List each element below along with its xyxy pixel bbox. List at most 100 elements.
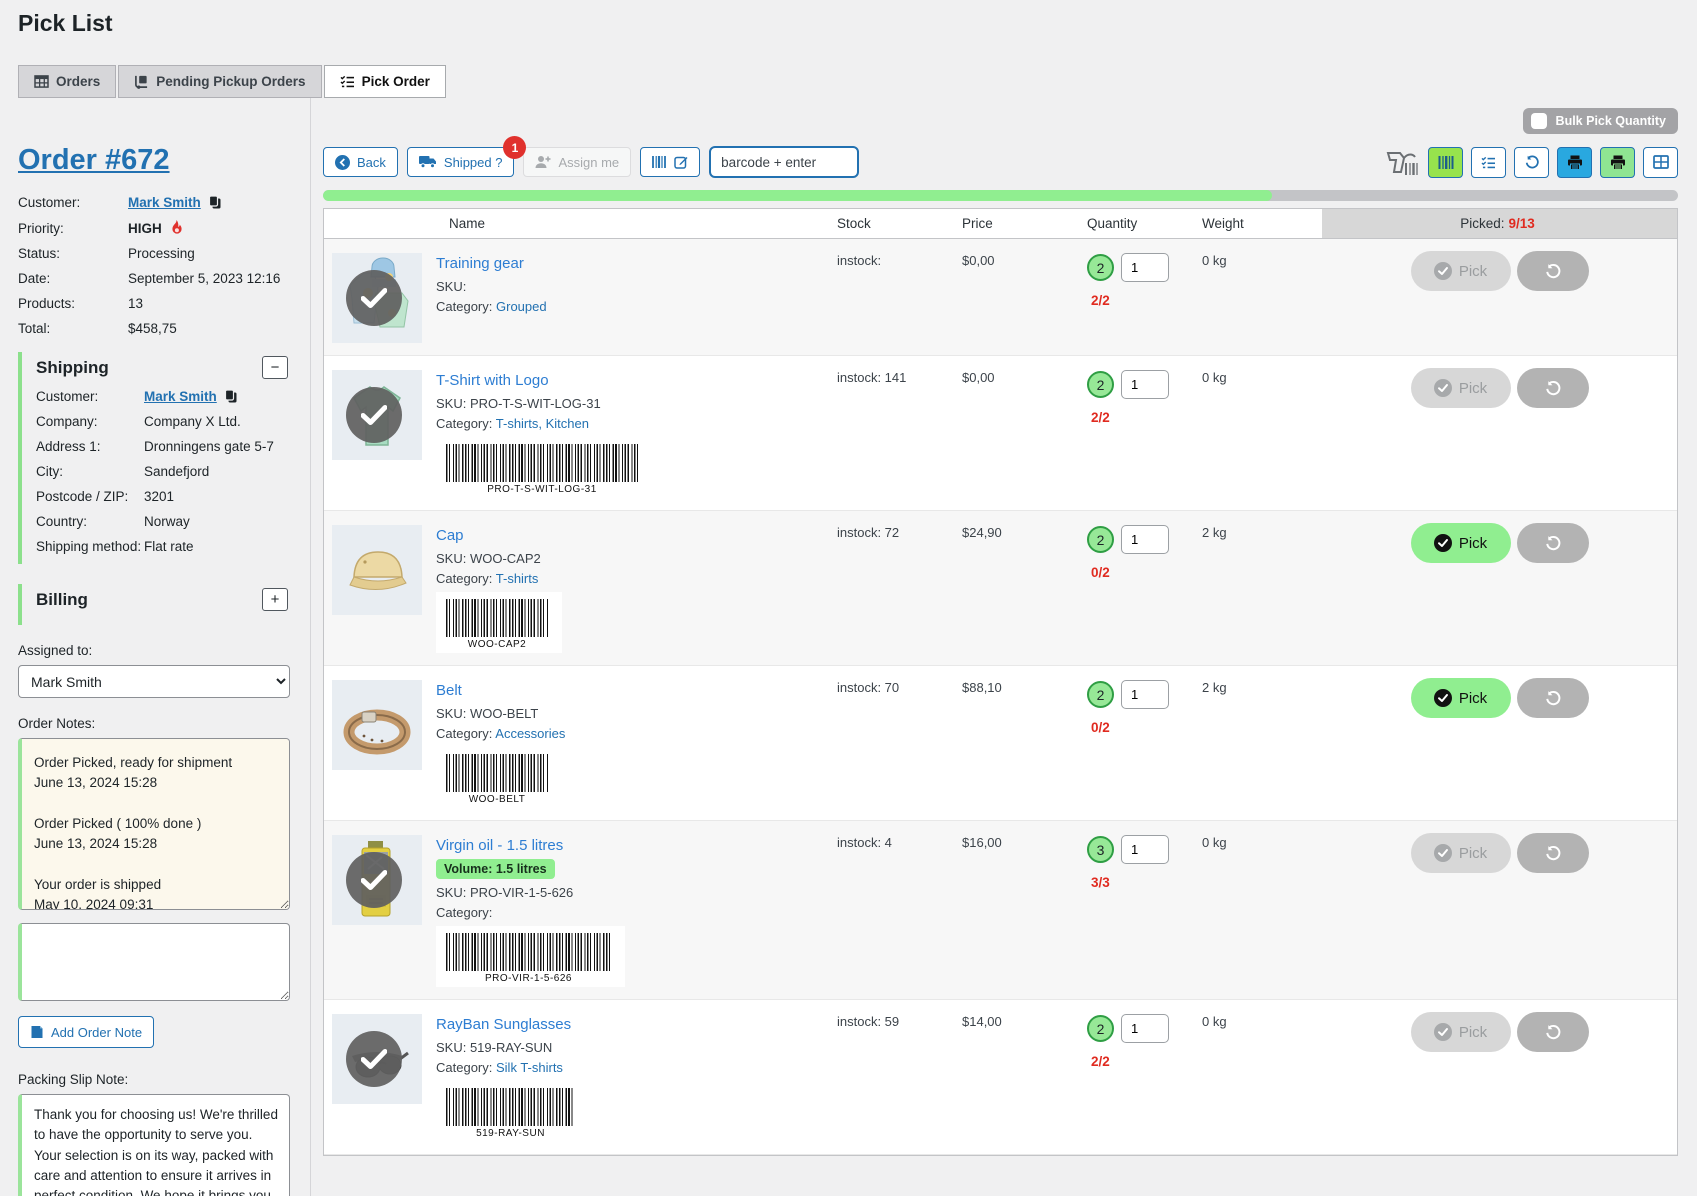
product-name-link[interactable]: Belt bbox=[436, 682, 462, 699]
scan-mode-button[interactable] bbox=[1428, 147, 1463, 178]
product-category-line: Category: T-shirts bbox=[436, 571, 562, 586]
pick-button[interactable]: Pick bbox=[1411, 251, 1511, 291]
column-quantity: Quantity bbox=[1087, 209, 1202, 238]
quantity-input[interactable] bbox=[1121, 835, 1169, 864]
pick-button[interactable]: Pick bbox=[1411, 678, 1511, 718]
barcode-icon bbox=[652, 155, 667, 169]
category-link[interactable]: Grouped bbox=[496, 299, 547, 314]
assigned-to-label: Assigned to: bbox=[18, 643, 290, 658]
address1-label: Address 1: bbox=[36, 439, 144, 454]
attribute-badge: Volume: 1.5 litres bbox=[436, 859, 555, 879]
product-name-link[interactable]: RayBan Sunglasses bbox=[436, 1016, 571, 1033]
city-label: City: bbox=[36, 464, 144, 479]
pick-button[interactable]: Pick bbox=[1411, 833, 1511, 873]
copy-icon[interactable] bbox=[208, 195, 222, 210]
pick-list-view-button[interactable] bbox=[1471, 147, 1506, 178]
category-label: Category: bbox=[436, 571, 492, 586]
quantity-cell: 2 2/2 bbox=[1087, 366, 1202, 498]
quantity-badge: 2 bbox=[1087, 371, 1114, 398]
shipped-button[interactable]: Shipped ? bbox=[407, 147, 515, 177]
shipping-collapse-button[interactable]: − bbox=[262, 356, 288, 379]
company-value: Company X Ltd. bbox=[144, 414, 241, 429]
quantity-input[interactable] bbox=[1121, 253, 1169, 282]
quantity-input[interactable] bbox=[1121, 525, 1169, 554]
stock-cell: instock: 59 bbox=[837, 1010, 962, 1142]
category-link[interactable]: Accessories bbox=[495, 726, 565, 741]
product-name-link[interactable]: T-Shirt with Logo bbox=[436, 372, 549, 389]
picked-check-overlay bbox=[346, 852, 402, 908]
weight-cell: 2 kg bbox=[1202, 676, 1322, 808]
customer-link[interactable]: Mark Smith bbox=[128, 195, 201, 210]
shipping-customer-link[interactable]: Mark Smith bbox=[144, 389, 217, 404]
undo-icon bbox=[1544, 262, 1562, 280]
weight-cell: 2 kg bbox=[1202, 521, 1322, 653]
check-circle-icon bbox=[1434, 844, 1452, 862]
note-icon bbox=[30, 1025, 44, 1039]
pick-toolbar: Back Shipped ? 1 Assign me bbox=[323, 146, 1678, 178]
pick-progress-bar bbox=[323, 190, 1678, 201]
actions-cell: Pick bbox=[1322, 521, 1677, 653]
price-cell: $14,00 bbox=[962, 1010, 1087, 1142]
column-weight: Weight bbox=[1202, 209, 1322, 238]
pick-button[interactable]: Pick bbox=[1411, 368, 1511, 408]
shipping-title: Shipping bbox=[36, 358, 109, 378]
add-order-note-button[interactable]: Add Order Note bbox=[18, 1016, 154, 1048]
tab-pick-order[interactable]: Pick Order bbox=[324, 65, 446, 98]
pick-button[interactable]: Pick bbox=[1411, 523, 1511, 563]
table-row: Virgin oil - 1.5 litres Volume: 1.5 litr… bbox=[324, 821, 1677, 1000]
assign-me-button[interactable]: Assign me bbox=[523, 147, 631, 177]
city-value: Sandefjord bbox=[144, 464, 209, 479]
undo-pick-button[interactable] bbox=[1517, 678, 1589, 718]
tab-pending-pickup-orders[interactable]: Pending Pickup Orders bbox=[118, 65, 321, 98]
order-title-link[interactable]: Order #672 bbox=[18, 144, 170, 177]
product-name-link[interactable]: Training gear bbox=[436, 255, 524, 272]
billing-expand-button[interactable]: + bbox=[262, 588, 288, 611]
quantity-input[interactable] bbox=[1121, 370, 1169, 399]
copy-icon[interactable] bbox=[224, 389, 238, 404]
total-label: Total: bbox=[18, 321, 128, 336]
category-link[interactable]: T-shirts bbox=[496, 571, 539, 586]
table-row: RayBan Sunglasses SKU: 519-RAY-SUN Categ… bbox=[324, 1000, 1677, 1155]
tab-orders[interactable]: Orders bbox=[18, 65, 116, 98]
product-name-link[interactable]: Virgin oil - 1.5 litres bbox=[436, 837, 563, 854]
column-price: Price bbox=[962, 209, 1087, 238]
product-rows: Training gear SKU: Category: Grouped ins… bbox=[324, 239, 1677, 1155]
table-view-button[interactable] bbox=[1643, 147, 1678, 178]
pick-button[interactable]: Pick bbox=[1411, 1012, 1511, 1052]
product-category-line: Category: Accessories bbox=[436, 726, 565, 741]
product-name-link[interactable]: Cap bbox=[436, 527, 464, 544]
order-notes-textarea[interactable]: Order Picked, ready for shipment June 13… bbox=[18, 738, 290, 910]
undo-pick-button[interactable] bbox=[1517, 523, 1589, 563]
picked-count: 9/13 bbox=[1509, 216, 1535, 231]
undo-pick-button[interactable] bbox=[1517, 833, 1589, 873]
stock-cell: instock: 4 bbox=[837, 831, 962, 987]
picked-ratio: 0/2 bbox=[1087, 720, 1202, 735]
quantity-input[interactable] bbox=[1121, 1014, 1169, 1043]
undo-pick-button[interactable] bbox=[1517, 251, 1589, 291]
undo-pick-button[interactable] bbox=[1517, 1012, 1589, 1052]
undo-pick-button[interactable] bbox=[1517, 368, 1589, 408]
tab-bar: Orders Pending Pickup Orders Pick Order bbox=[18, 65, 1697, 98]
new-note-textarea[interactable] bbox=[18, 923, 290, 1001]
category-link[interactable]: T-shirts, Kitchen bbox=[496, 416, 589, 431]
product-sku: SKU: 519-RAY-SUN bbox=[436, 1040, 589, 1055]
product-sku: SKU: PRO-T-S-WIT-LOG-31 bbox=[436, 396, 652, 411]
back-button[interactable]: Back bbox=[323, 147, 398, 177]
check-circle-icon bbox=[1434, 262, 1452, 280]
assigned-to-select[interactable]: Mark Smith bbox=[18, 665, 290, 698]
print-blue-button[interactable] bbox=[1557, 147, 1592, 178]
product-sku: SKU: WOO-CAP2 bbox=[436, 551, 562, 566]
bulk-pick-checkbox[interactable] bbox=[1531, 113, 1547, 129]
picked-check-overlay bbox=[346, 270, 402, 326]
barcode-edit-button[interactable] bbox=[640, 147, 700, 177]
actions-cell: Pick bbox=[1322, 831, 1677, 987]
barcode-input[interactable] bbox=[709, 146, 859, 178]
picked-ratio: 2/2 bbox=[1087, 293, 1202, 308]
bulk-pick-quantity-toggle[interactable]: Bulk Pick Quantity bbox=[1523, 108, 1678, 134]
category-link[interactable]: Silk T-shirts bbox=[496, 1060, 563, 1075]
packing-slip-textarea[interactable]: Thank you for choosing us! We're thrille… bbox=[18, 1094, 290, 1196]
priority-value: HIGH bbox=[128, 221, 162, 236]
quantity-input[interactable] bbox=[1121, 680, 1169, 709]
reset-picks-button[interactable] bbox=[1514, 147, 1549, 178]
print-green-button[interactable] bbox=[1600, 147, 1635, 178]
